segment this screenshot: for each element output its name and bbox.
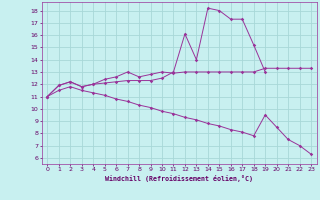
X-axis label: Windchill (Refroidissement éolien,°C): Windchill (Refroidissement éolien,°C) [105,175,253,182]
